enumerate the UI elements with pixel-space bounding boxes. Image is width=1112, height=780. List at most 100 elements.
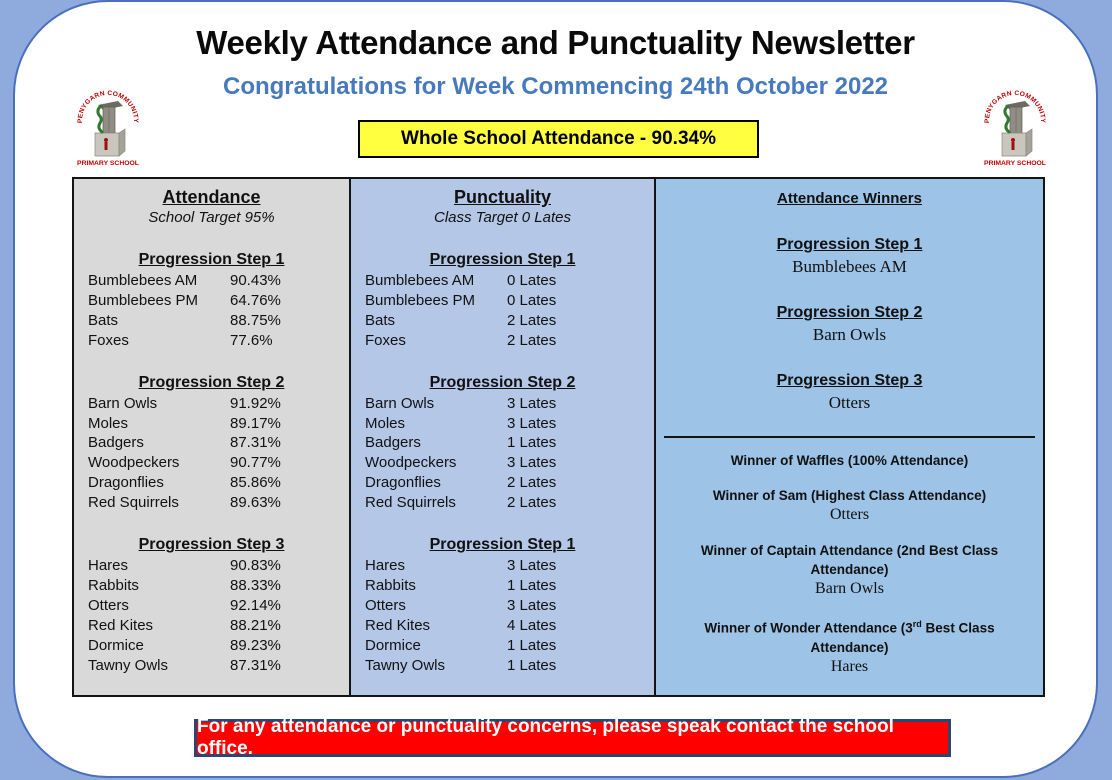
summary-columns: Attendance School Target 95% Progression… (72, 177, 1045, 697)
class-value: 85.86% (230, 474, 281, 492)
class-name: Foxes (365, 331, 406, 349)
winners-divider (664, 436, 1035, 438)
class-row: Bats 88.75% (74, 311, 349, 331)
class-name: Otters (88, 596, 129, 614)
class-row: Hares 90.83% (74, 556, 349, 576)
class-row: Badgers 87.31% (74, 433, 349, 453)
punctuality-section: Progression Step 2 Barn Owls 3 Lates Moles 3… (351, 373, 654, 513)
winners-panel: Attendance Winners Progression Step 1 Bum… (656, 179, 1043, 695)
class-value: 89.63% (230, 494, 281, 512)
section-heading: Progression Step 1 (429, 536, 576, 554)
class-name: Barn Owls (88, 394, 158, 412)
class-row: Moles 3 Lates (351, 414, 654, 434)
progression-step-winner: Otters (828, 393, 871, 412)
award-title: Winner of Captain Attendance (2nd Best C… (656, 541, 1043, 579)
class-value: 1 Lates (507, 656, 557, 674)
class-name: Dragonflies (365, 474, 441, 492)
progression-step-heading: Progression Step 2 (776, 304, 923, 321)
class-row: Woodpeckers 3 Lates (351, 453, 654, 473)
class-row: Dragonflies 85.86% (74, 473, 349, 493)
class-row: Dormice 89.23% (74, 636, 349, 656)
class-name: Red Kites (88, 616, 154, 634)
class-name: Tawny Owls (365, 656, 446, 674)
class-name: Badgers (88, 434, 144, 452)
award-item: Winner of Waffles (100% Attendance) (656, 451, 1043, 470)
class-value: 88.75% (230, 311, 281, 329)
award-title: Winner of Sam (Highest Class Attendance) (656, 486, 1043, 505)
section-heading: Progression Step 3 (138, 536, 285, 554)
class-row: Woodpeckers 90.77% (74, 453, 349, 473)
award-title: Winner of Waffles (100% Attendance) (656, 451, 1043, 470)
class-row: Bumblebees AM 0 Lates (351, 271, 654, 291)
progression-step-heading: Progression Step 3 (776, 372, 923, 389)
class-value: 87.31% (230, 434, 281, 452)
award-winner: Hares (830, 657, 869, 675)
class-value: 2 Lates (507, 331, 557, 349)
section-heading: Progression Step 2 (138, 373, 285, 391)
class-row: Red Kites 4 Lates (351, 616, 654, 636)
class-row: Bumblebees AM 90.43% (74, 271, 349, 291)
class-name: Woodpeckers (365, 454, 457, 472)
class-row: Rabbits 1 Lates (351, 576, 654, 596)
class-value: 0 Lates (507, 272, 557, 289)
progression-step-winner: Barn Owls (812, 325, 887, 344)
class-row: Badgers 1 Lates (351, 433, 654, 453)
attendance-panel: Attendance School Target 95% Progression… (74, 179, 349, 695)
class-name: Tawny Owls (88, 656, 169, 674)
logo-tower-graphic (1001, 101, 1033, 157)
logo-tower-graphic (94, 101, 126, 157)
class-row: Otters 3 Lates (351, 596, 654, 616)
class-value: 90.43% (230, 272, 281, 289)
punctuality-panel-title: Punctuality (453, 187, 551, 207)
class-name: Bumblebees PM (88, 291, 199, 309)
class-name: Dormice (365, 636, 421, 654)
award-item: Winner of Wonder Attendance (3rd Best Cl… (656, 615, 1043, 677)
school-logo-icon: PENYGARN COMMUNITY PRIMARY SCHOOL (984, 90, 1046, 167)
award-title: Winner of Wonder Attendance (3rd Best Cl… (656, 615, 1043, 657)
logo-bottom-text: PRIMARY SCHOOL (77, 160, 139, 167)
section-heading: Progression Step 2 (429, 373, 576, 391)
newsletter-sheet: Weekly Attendance and Punctuality Newsle… (13, 0, 1098, 778)
attendance-panel-title: Attendance (162, 187, 261, 207)
class-row: Rabbits 88.33% (74, 576, 349, 596)
class-name: Hares (365, 557, 406, 575)
class-name: Bats (365, 311, 396, 329)
class-row: Dormice 1 Lates (351, 636, 654, 656)
winners-panel-title: Attendance Winners (777, 190, 922, 207)
class-value: 1 Lates (507, 576, 557, 594)
award-item: Winner of Sam (Highest Class Attendance)… (656, 486, 1043, 525)
class-name: Hares (88, 557, 129, 575)
award-item: Winner of Captain Attendance (2nd Best C… (656, 541, 1043, 599)
class-name: Rabbits (88, 576, 139, 594)
award-winner: Barn Owls (815, 580, 884, 597)
punctuality-panel-subtitle: Class Target 0 Lates (433, 209, 572, 226)
punctuality-section: Progression Step 1 Bumblebees AM 0 Lates Bu… (351, 250, 654, 351)
class-row: Bumblebees PM 64.76% (74, 291, 349, 311)
progression-step-winner: Bumblebees AM (792, 257, 907, 276)
class-name: Dormice (88, 636, 144, 654)
footer-notice-text: For any attendance or punctuality concer… (197, 716, 894, 759)
class-name: Moles (365, 414, 406, 432)
class-row: Red Squirrels 2 Lates (351, 493, 654, 513)
logo-bottom-text: PRIMARY SCHOOL (984, 160, 1046, 167)
school-logo-icon: PENYGARN COMMUNITY PRIMARY SCHOOL (77, 90, 139, 167)
class-value: 1 Lates (507, 636, 557, 654)
class-name: Rabbits (365, 576, 416, 594)
award-title-text: Winner of Wonder Attendance (3 (704, 620, 913, 636)
class-row: Otters 92.14% (74, 596, 349, 616)
class-row: Bats 2 Lates (351, 311, 654, 331)
class-name: Barn Owls (365, 394, 435, 412)
progression-winner-item: Progression Step 2 Barn Owls (656, 302, 1043, 346)
award-title-text: Winner of Captain Attendance (2nd Best C… (700, 543, 999, 577)
class-value: 3 Lates (507, 557, 557, 575)
class-value: 2 Lates (507, 474, 557, 492)
section-heading: Progression Step 1 (429, 251, 576, 268)
whole-school-attendance-text: Whole School Attendance - 90.34% (401, 128, 716, 149)
class-row: Tawny Owls 1 Lates (351, 656, 654, 676)
class-value: 0 Lates (507, 291, 557, 309)
class-name: Woodpeckers (88, 454, 180, 472)
award-title-text: Winner of Waffles (100% Attendance) (730, 453, 969, 468)
attendance-section: Progression Step 1 Bumblebees AM 90.43% Bum… (74, 250, 349, 351)
winners-awards-list: Winner of Waffles (100% Attendance) Winne… (656, 451, 1043, 677)
